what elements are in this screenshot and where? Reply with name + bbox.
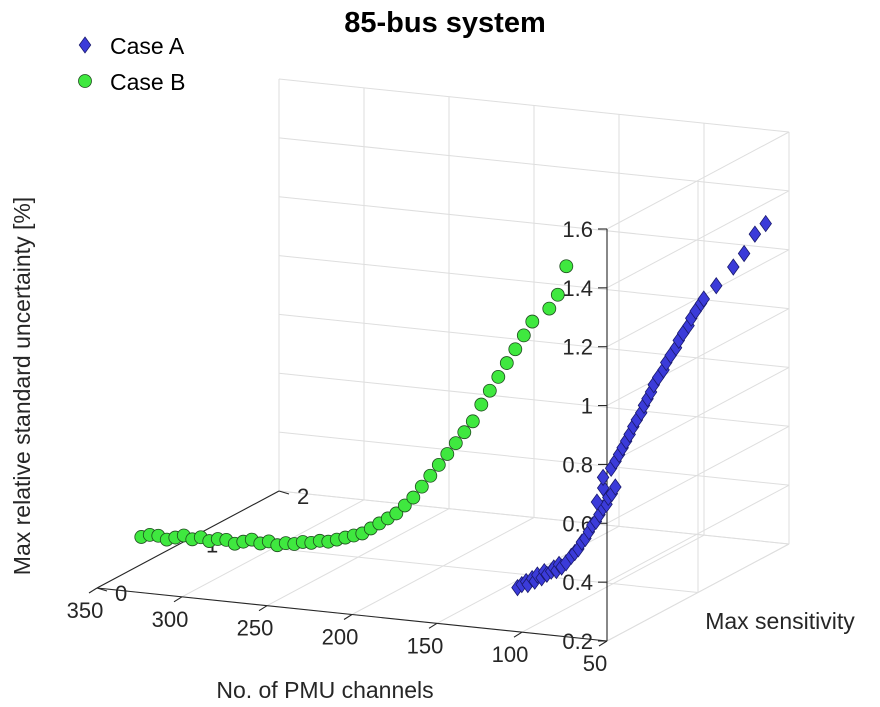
case-b-point: [389, 506, 404, 521]
case-a-point: [596, 468, 610, 487]
case-a-point: [590, 493, 604, 511]
case-b-point: [397, 498, 412, 513]
z-tick-label: 1.2: [562, 335, 593, 360]
z-tick-label: 1.4: [562, 276, 593, 301]
x-tick-mark: [598, 640, 608, 647]
x-tick-mark: [173, 596, 183, 603]
y-tick-mark: [96, 587, 108, 592]
z-tick-label: 0.4: [562, 570, 593, 595]
case-b-point: [423, 468, 438, 483]
x-tick-label: 200: [322, 625, 359, 650]
case-b-point: [448, 436, 463, 451]
case-a-point: [727, 258, 740, 276]
legend-marker-case-a: [78, 36, 92, 54]
case-a-point: [748, 225, 762, 243]
grid-line: [278, 431, 790, 486]
z-tick-label: 0.8: [562, 452, 593, 477]
z-tick-label: 0.2: [562, 629, 593, 654]
x-axis-label: No. of PMU channels: [216, 677, 433, 703]
case-b-point: [414, 479, 429, 494]
x-tick-mark: [258, 605, 268, 612]
chart-markers: [134, 214, 772, 597]
chart-title: 85-bus system: [344, 7, 546, 39]
case-a-point: [759, 214, 772, 233]
x-tick-label: 350: [67, 598, 104, 623]
x-tick-label: 100: [492, 642, 529, 667]
x-tick-mark: [428, 622, 438, 629]
case-b-point: [499, 356, 514, 370]
grid-line: [278, 372, 790, 427]
grid-line: [278, 313, 790, 368]
grid-line: [278, 196, 790, 251]
case-b-point: [406, 490, 421, 505]
case-b-point: [474, 397, 489, 412]
case-b-point: [491, 369, 506, 384]
z-tick-label: 1: [581, 394, 593, 419]
y-tick-label: 0: [115, 581, 127, 606]
case-a-point: [609, 478, 622, 496]
grid-line: [278, 137, 790, 192]
x-tick-mark: [513, 631, 523, 638]
case-a-point: [737, 244, 751, 263]
case-b-point: [525, 314, 540, 329]
grid-line: [278, 78, 790, 133]
chart-legend: Case A Case B: [78, 33, 185, 95]
grid-line: [606, 366, 790, 465]
x-tick-label: 50: [583, 651, 607, 676]
legend-label-case-a: Case A: [110, 33, 185, 59]
grid-line: [606, 190, 790, 289]
case-b-point: [550, 287, 565, 302]
case-b-point: [457, 425, 472, 440]
case-b-point: [465, 414, 480, 429]
grid-line: [606, 131, 790, 230]
case-a-point: [709, 277, 723, 295]
case-a-point: [697, 290, 711, 308]
y-tick-mark: [278, 490, 290, 495]
grid-line: [606, 249, 790, 348]
case-b-point: [516, 328, 531, 343]
x-tick-mark: [88, 587, 98, 594]
x-tick-label: 250: [237, 616, 274, 641]
legend-marker-case-b: [78, 74, 92, 88]
grid-line: [606, 425, 790, 524]
case-b-point: [482, 383, 497, 398]
case-b-point: [440, 447, 455, 461]
case-b-point: [559, 259, 574, 274]
y-axis-label: Max sensitivity: [705, 608, 855, 634]
z-axis-label: Max relative standard uncertainty [%]: [9, 197, 35, 575]
chart-grid: [96, 78, 790, 642]
grid-line: [606, 308, 790, 407]
x-tick-label: 150: [407, 633, 444, 658]
grid-line: [606, 484, 790, 583]
case-b-point: [542, 301, 557, 316]
x-tick-mark: [343, 614, 353, 620]
y-tick-label: 2: [297, 484, 309, 509]
x-tick-label: 300: [152, 607, 189, 632]
case-a-point: [596, 479, 610, 497]
z-tick-label: 1.6: [562, 217, 593, 242]
grid-line: [278, 490, 790, 545]
legend-label-case-b: Case B: [110, 69, 185, 95]
case-b-point: [508, 342, 523, 357]
case-b-point: [431, 457, 446, 472]
